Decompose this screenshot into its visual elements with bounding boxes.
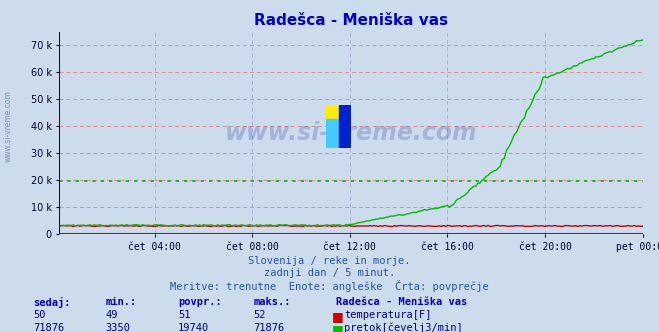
Text: 71876: 71876: [254, 323, 285, 332]
Text: www.si-vreme.com: www.si-vreme.com: [225, 121, 477, 145]
Text: 50: 50: [33, 310, 45, 320]
Text: Meritve: trenutne  Enote: angleške  Črta: povprečje: Meritve: trenutne Enote: angleške Črta: …: [170, 280, 489, 291]
Text: sedaj:: sedaj:: [33, 297, 71, 308]
Bar: [339, 105, 351, 148]
Text: 71876: 71876: [33, 323, 64, 332]
Text: temperatura[F]: temperatura[F]: [344, 310, 432, 320]
Text: 19740: 19740: [178, 323, 209, 332]
Text: pretok[čevelj3/min]: pretok[čevelj3/min]: [344, 323, 463, 332]
Text: 3350: 3350: [105, 323, 130, 332]
Text: Slovenija / reke in morje.: Slovenija / reke in morje.: [248, 256, 411, 266]
Text: povpr.:: povpr.:: [178, 297, 221, 307]
Bar: [326, 105, 339, 119]
Title: Radešca - Meniška vas: Radešca - Meniška vas: [254, 13, 448, 28]
Text: ■: ■: [331, 310, 343, 323]
Text: min.:: min.:: [105, 297, 136, 307]
Text: ■: ■: [331, 323, 343, 332]
Text: 49: 49: [105, 310, 118, 320]
Text: 52: 52: [254, 310, 266, 320]
Text: www.si-vreme.com: www.si-vreme.com: [3, 90, 13, 162]
Bar: [326, 119, 339, 148]
Text: 51: 51: [178, 310, 190, 320]
Text: maks.:: maks.:: [254, 297, 291, 307]
Text: Radešca - Meniška vas: Radešca - Meniška vas: [336, 297, 467, 307]
Text: zadnji dan / 5 minut.: zadnji dan / 5 minut.: [264, 268, 395, 278]
